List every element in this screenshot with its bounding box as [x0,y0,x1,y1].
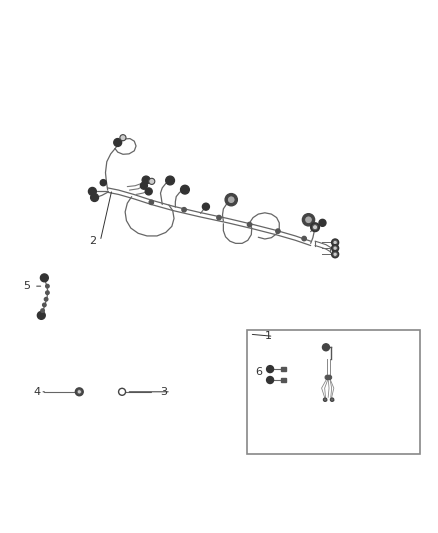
Circle shape [149,200,153,205]
Circle shape [149,179,155,184]
Circle shape [332,245,339,252]
Circle shape [180,185,189,194]
Circle shape [75,388,83,395]
Text: 5: 5 [23,281,30,291]
Circle shape [302,214,314,226]
Circle shape [37,311,45,319]
Circle shape [267,376,274,384]
Circle shape [333,252,337,256]
Circle shape [100,180,106,185]
Circle shape [319,220,326,227]
Circle shape [227,196,235,204]
Circle shape [247,222,252,227]
Bar [282,378,286,382]
Circle shape [46,285,49,288]
Circle shape [325,375,329,379]
Circle shape [225,193,237,206]
Text: 3: 3 [160,387,167,397]
Circle shape [304,216,312,224]
Circle shape [142,176,150,184]
Circle shape [42,303,46,306]
Text: 2: 2 [90,236,97,246]
Circle shape [276,229,280,233]
Circle shape [312,224,318,230]
Circle shape [332,239,339,246]
Circle shape [114,139,122,147]
Circle shape [332,251,339,258]
Circle shape [77,390,81,394]
Circle shape [44,297,48,301]
Circle shape [311,223,319,231]
Circle shape [182,207,186,212]
Circle shape [145,188,152,195]
Circle shape [41,309,44,312]
Circle shape [88,188,96,195]
Circle shape [267,366,274,373]
Bar [247,330,420,454]
Circle shape [217,215,221,220]
Text: 1: 1 [265,332,272,341]
Circle shape [333,246,337,251]
Circle shape [322,344,329,351]
Circle shape [202,203,209,210]
Circle shape [91,193,99,201]
Text: 6: 6 [255,367,262,377]
Circle shape [141,182,148,189]
Circle shape [46,291,49,294]
Circle shape [119,389,126,395]
Circle shape [120,135,126,141]
Circle shape [323,398,327,401]
Circle shape [40,274,48,282]
Circle shape [327,375,332,379]
Circle shape [166,176,174,185]
Circle shape [302,236,306,241]
Text: 4: 4 [34,387,41,397]
Bar [282,367,286,371]
Circle shape [333,240,337,245]
Circle shape [330,398,334,401]
